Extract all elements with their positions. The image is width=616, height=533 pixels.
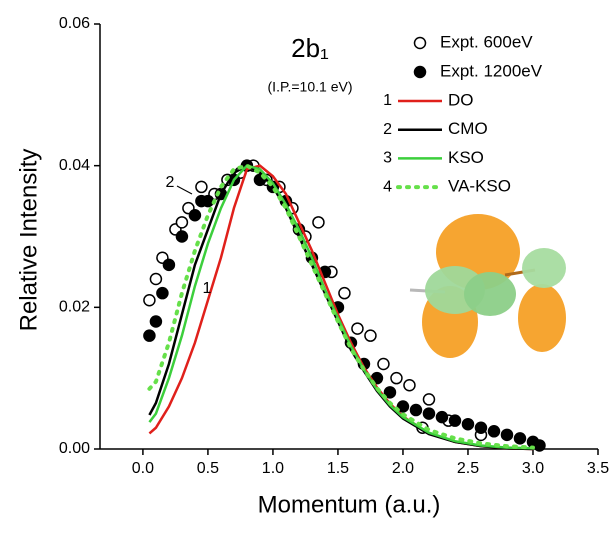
- orbital-illustration: [409, 214, 566, 358]
- data-point: [162, 258, 176, 272]
- legend-label: Expt. 600eV: [440, 32, 533, 51]
- data-point: [487, 425, 501, 438]
- legend-label: VA-KSO: [448, 177, 511, 196]
- data-point: [513, 432, 527, 445]
- data-point: [156, 286, 169, 300]
- data-point: [175, 216, 189, 229]
- x-tick-label: 0.0: [132, 460, 154, 477]
- data-point: [396, 400, 410, 413]
- data-point: [149, 315, 163, 328]
- data-point: [500, 428, 514, 442]
- chart-subtitle: (I.P.=10.1 eV): [268, 79, 353, 95]
- data-point: [201, 194, 215, 208]
- legend-tag: 4: [383, 178, 392, 195]
- x-axis-label: Momentum (a.u.): [258, 491, 441, 518]
- chart-title: 2b₁: [291, 33, 329, 63]
- data-point: [175, 230, 189, 243]
- data-point: [195, 180, 208, 194]
- legend-marker: [413, 36, 427, 50]
- x-tick-label: 2.0: [392, 460, 414, 477]
- series-line: [147, 163, 535, 450]
- y-tick-label: 0.04: [59, 157, 90, 174]
- legend-label: DO: [448, 90, 474, 109]
- y-tick-label: 0.02: [59, 299, 90, 316]
- data-point: [409, 403, 423, 417]
- legend-label: KSO: [448, 148, 484, 167]
- data-point: [403, 379, 416, 392]
- data-point: [351, 322, 364, 335]
- y-tick-label: 0.00: [59, 440, 90, 457]
- x-tick-label: 2.5: [457, 460, 479, 477]
- x-tick-label: 1.0: [262, 460, 284, 477]
- data-point: [383, 386, 397, 399]
- data-point: [364, 329, 377, 342]
- data-point: [143, 294, 156, 307]
- x-tick-label: 3.5: [587, 460, 609, 477]
- data-point: [474, 421, 488, 434]
- x-tick-label: 0.5: [197, 460, 219, 477]
- data-point: [533, 439, 546, 452]
- legend-marker: [413, 65, 427, 79]
- legend-tag: 3: [383, 150, 392, 167]
- data-point: [422, 407, 436, 420]
- data-point: [422, 393, 436, 406]
- data-point: [188, 209, 202, 222]
- data-point: [390, 371, 403, 385]
- data-point: [143, 329, 156, 342]
- legend-tag: 1: [383, 92, 392, 109]
- data-point: [435, 410, 449, 424]
- y-axis-label: Relative Intensity: [15, 149, 42, 332]
- legend-label: Expt. 1200eV: [440, 61, 543, 80]
- data-point: [338, 286, 351, 300]
- data-point: [312, 216, 325, 229]
- data-point: [448, 414, 462, 427]
- annotation-leader: [176, 185, 193, 195]
- y-tick-label: 0.06: [59, 15, 90, 32]
- x-tick-label: 1.5: [327, 460, 349, 477]
- legend-label: CMO: [448, 119, 488, 138]
- data-point: [461, 417, 475, 431]
- series-line: [148, 164, 534, 450]
- curve-annotation: 1: [203, 280, 212, 297]
- legend-tag: 2: [383, 121, 392, 138]
- data-point: [149, 272, 163, 286]
- data-point: [377, 357, 390, 371]
- curve-annotation: 2: [166, 174, 175, 191]
- x-tick-label: 3.0: [522, 460, 544, 477]
